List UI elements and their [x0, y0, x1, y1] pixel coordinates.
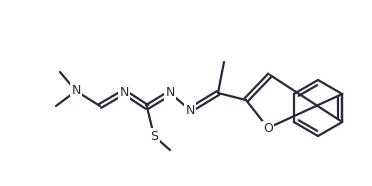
- Text: O: O: [263, 123, 273, 135]
- Text: S: S: [150, 129, 158, 142]
- Text: N: N: [185, 103, 195, 116]
- Text: N: N: [165, 86, 175, 100]
- Text: N: N: [71, 84, 81, 97]
- Text: N: N: [119, 86, 129, 99]
